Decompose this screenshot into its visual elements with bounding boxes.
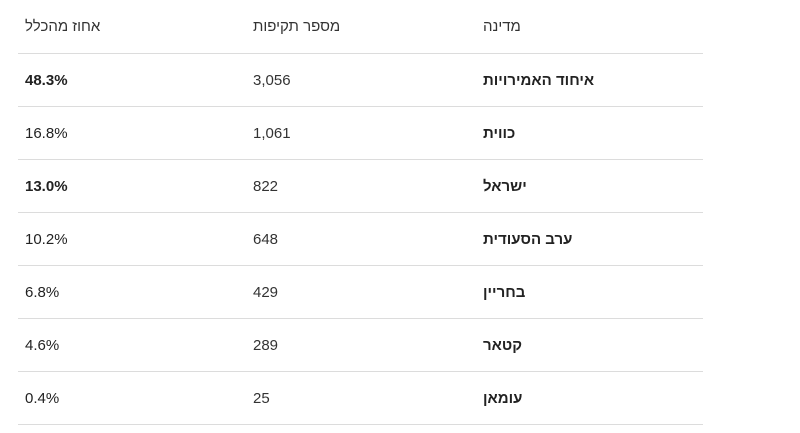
header-country: מדינה — [483, 18, 521, 35]
country-cell: ערב הסעודית — [483, 230, 573, 248]
table-row: 13.0% 822 ישראל — [18, 160, 703, 213]
attacks-cell: 1,061 — [253, 124, 291, 142]
country-cell: איחוד האמירויות — [483, 71, 595, 89]
percent-cell: 6.8% — [25, 283, 60, 301]
header-attacks: מספר תקיפות — [253, 18, 341, 35]
country-cell: עומאן — [483, 389, 523, 407]
attacks-cell: 822 — [253, 177, 279, 195]
country-cell: ישראל — [483, 177, 527, 195]
country-cell: בחריין — [483, 283, 526, 301]
percent-cell: 13.0% — [25, 177, 68, 195]
percent-cell: 4.6% — [25, 336, 60, 354]
attacks-cell: 3,056 — [253, 71, 291, 89]
attacks-cell: 429 — [253, 283, 279, 301]
country-cell: כווית — [483, 124, 516, 142]
percent-cell: 48.3% — [25, 71, 68, 89]
table-row: 6.8% 429 בחריין — [18, 266, 703, 319]
attacks-cell: 648 — [253, 230, 279, 248]
table-row: 0.4% 25 עומאן — [18, 372, 703, 425]
country-cell: קטאר — [483, 336, 523, 354]
header-percent: אחוז מהכלל — [25, 18, 101, 35]
attacks-cell: 289 — [253, 336, 279, 354]
percent-cell: 16.8% — [25, 124, 68, 142]
percent-cell: 0.4% — [25, 389, 60, 407]
table-row: 48.3% 3,056 איחוד האמירויות — [18, 54, 703, 107]
table-row: 4.6% 289 קטאר — [18, 319, 703, 372]
attacks-cell: 25 — [253, 389, 270, 407]
percent-cell: 10.2% — [25, 230, 68, 248]
table-row: 16.8% 1,061 כווית — [18, 107, 703, 160]
table-row: 10.2% 648 ערב הסעודית — [18, 213, 703, 266]
attacks-table: אחוז מהכלל מספר תקיפות מדינה 48.3% 3,056 א… — [18, 0, 703, 425]
table-header-row: אחוז מהכלל מספר תקיפות מדינה — [18, 0, 703, 54]
